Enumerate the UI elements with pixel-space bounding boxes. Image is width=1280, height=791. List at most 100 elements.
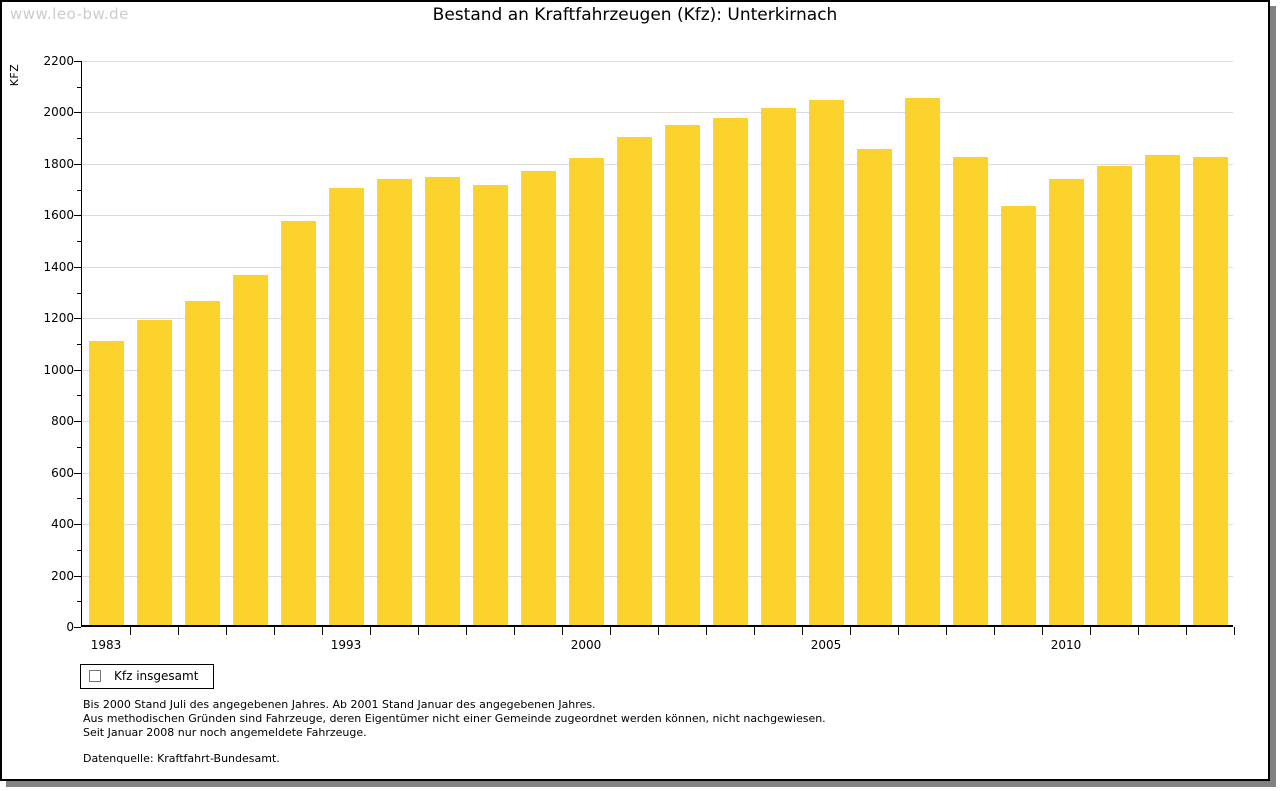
y-axis-tick-label: 800 [51, 414, 74, 429]
gridline [82, 369, 1233, 371]
bar-2000 [568, 158, 604, 625]
bar-2012 [1144, 155, 1180, 625]
bar-1995 [376, 178, 412, 625]
y-axis-tick-label: 1200 [43, 311, 74, 326]
x-axis-tick [322, 627, 323, 635]
chart-page: www.leo-bw.de Bestand an Kraftfahrzeugen… [0, 0, 1270, 781]
x-axis-tick [610, 627, 611, 635]
gridline [82, 163, 1233, 165]
y-axis-tick-label: 0 [66, 620, 74, 634]
gridline [82, 421, 1233, 423]
y-axis-tick-label: 1600 [43, 208, 74, 223]
y-axis-tick [74, 163, 81, 165]
y-axis-tick-minor [77, 189, 81, 191]
chart-title: Bestand an Kraftfahrzeugen (Kfz): Unterk… [432, 5, 838, 25]
y-axis-tick-label: 600 [51, 465, 74, 480]
x-axis-tick-label: 2010 [1050, 638, 1082, 652]
x-axis-tick [418, 627, 419, 635]
x-axis-tick [514, 627, 515, 635]
y-axis-tick-minor [77, 446, 81, 448]
bar-2007 [904, 97, 940, 625]
x-axis-tick [754, 627, 755, 635]
gridline [82, 472, 1233, 474]
y-axis-title: KFZ [8, 63, 21, 87]
y-axis-tick [74, 575, 81, 577]
y-axis-tick-minor [77, 395, 81, 397]
bar-1983 [88, 340, 124, 625]
bar-1991 [280, 221, 316, 625]
x-axis-tick-label: 1983 [90, 638, 122, 652]
y-axis-tick [74, 318, 81, 320]
y-axis-tick-minor [77, 344, 81, 345]
bar-2004 [760, 107, 796, 625]
bar-2010 [1048, 178, 1084, 625]
x-axis-tick [130, 627, 131, 635]
site-watermark: www.leo-bw.de [10, 5, 129, 23]
y-axis-tick [74, 627, 81, 628]
y-axis-tick-minor [77, 498, 81, 500]
bar-1993 [328, 187, 364, 625]
x-axis-tick [178, 627, 179, 635]
bar-2008 [952, 156, 988, 625]
x-axis-tick [1186, 627, 1187, 635]
y-axis-tick [74, 215, 81, 217]
footnote-line: Aus methodischen Gründen sind Fahrzeuge,… [83, 712, 826, 725]
plot-area: 0 200 400 600 800 1000 1200 1400 1600 1800 2000 220… [43, 54, 1235, 652]
bar-2011 [1096, 165, 1132, 625]
y-axis-tick [74, 524, 81, 526]
y-axis-tick-minor [77, 549, 81, 551]
footnote-line: Seit Januar 2008 nur noch angemeldete Fa… [83, 726, 367, 739]
x-axis-tick [802, 627, 803, 635]
y-axis-tick-minor [77, 601, 81, 603]
bar-1985 [136, 320, 172, 625]
y-axis-tick-label: 400 [51, 517, 74, 532]
bar-2009 [1000, 205, 1036, 625]
bar-2005 [808, 100, 844, 625]
x-axis-tick [946, 627, 947, 635]
x-axis-tick [562, 627, 563, 635]
gridline [82, 318, 1233, 320]
legend: Kfz insgesamt [80, 664, 215, 689]
x-axis-tick [466, 627, 467, 635]
footnotes: Bis 2000 Stand Juli des angegebenen Jahr… [83, 698, 826, 766]
x-axis-tick [370, 627, 371, 635]
bar-2002 [664, 124, 700, 625]
gridline [82, 215, 1233, 217]
y-axis-tick-label: 200 [51, 568, 74, 583]
y-axis-tick-minor [77, 292, 81, 294]
x-axis-tick [658, 627, 659, 635]
y-axis-tick [74, 266, 81, 268]
y-axis-tick-label: 2200 [43, 54, 74, 68]
x-axis-tick-label: 2005 [810, 638, 842, 652]
data-source: Datenquelle: Kraftfahrt-Bundesamt. [83, 752, 280, 765]
x-axis-tick [1234, 627, 1235, 635]
footnote-line: Bis 2000 Stand Juli des angegebenen Jahr… [83, 698, 596, 711]
x-axis-tick-label: 2000 [570, 638, 602, 652]
bar-1989 [232, 275, 268, 625]
x-axis-tick [850, 627, 851, 635]
y-axis-tick-minor [77, 138, 81, 140]
x-axis-tick [1090, 627, 1091, 635]
x-axis-tick [226, 627, 227, 635]
y-axis-tick-minor [77, 86, 81, 88]
x-axis-tick [706, 627, 707, 635]
bar-2003 [712, 118, 748, 625]
x-axis-tick [274, 627, 275, 635]
y-axis-tick-minor [77, 241, 81, 243]
x-axis-tick-label: 1993 [330, 638, 362, 652]
gridline [82, 575, 1233, 577]
x-axis-tick [994, 627, 995, 635]
bar-2001 [616, 137, 652, 625]
y-axis-tick-label: 2000 [43, 105, 74, 120]
x-axis-tick [1138, 627, 1139, 635]
x-axis-tick [898, 627, 899, 635]
y-axis-tick [74, 421, 81, 423]
y-axis-tick-label: 1800 [43, 156, 74, 171]
legend-label: Kfz insgesamt [114, 669, 199, 683]
y-axis-tick [74, 112, 81, 114]
bar-1997 [424, 177, 460, 625]
gridline [82, 61, 1233, 62]
y-axis-tick-label: 1000 [43, 362, 74, 377]
gridline [82, 112, 1233, 114]
y-axis-tick [74, 369, 81, 371]
